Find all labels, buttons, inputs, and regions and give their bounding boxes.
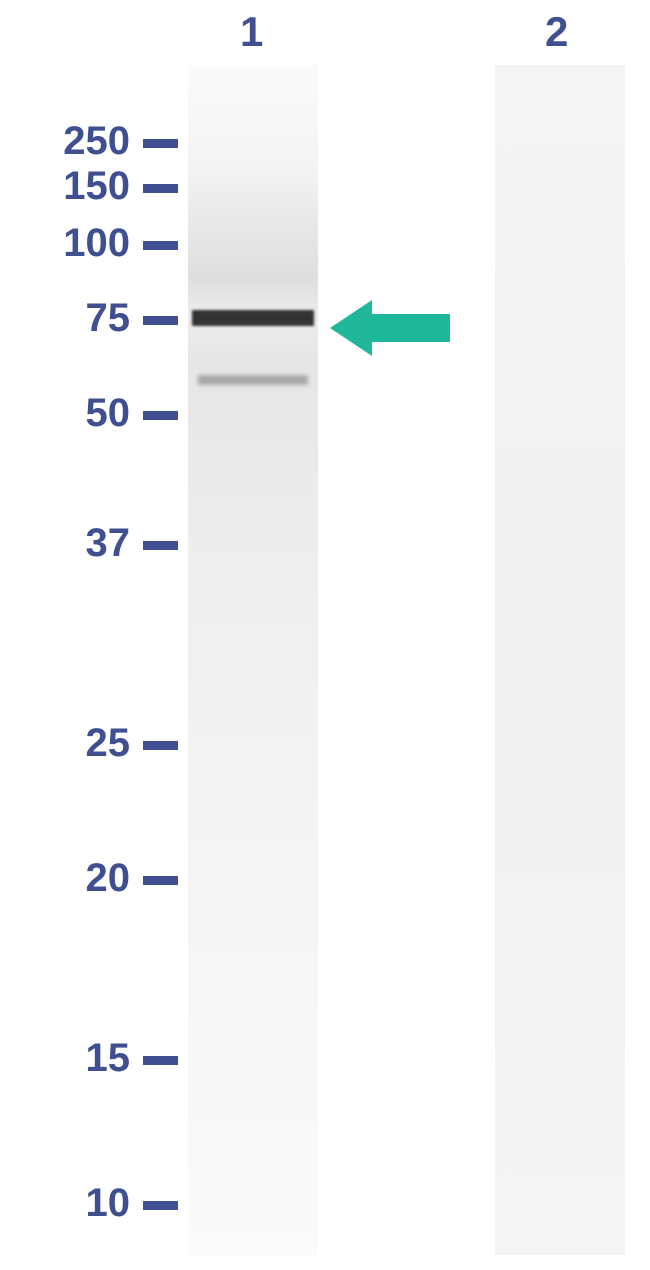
tick-37 <box>143 541 178 550</box>
target-band-arrow <box>330 298 450 358</box>
marker-25: 25 <box>86 721 131 766</box>
marker-15: 15 <box>86 1036 131 1081</box>
marker-37: 37 <box>86 521 131 566</box>
tick-15 <box>143 1056 178 1065</box>
tick-100 <box>143 241 178 250</box>
arrow-polygon <box>330 300 450 356</box>
marker-10: 10 <box>86 1181 131 1226</box>
lane-1 <box>188 65 318 1255</box>
tick-150 <box>143 184 178 193</box>
marker-75: 75 <box>86 296 131 341</box>
marker-100: 100 <box>63 221 130 266</box>
lane-header-2: 2 <box>545 8 568 56</box>
tick-25 <box>143 741 178 750</box>
tick-20 <box>143 876 178 885</box>
lane1-band-main <box>192 310 314 326</box>
tick-10 <box>143 1201 178 1210</box>
marker-50: 50 <box>86 391 131 436</box>
marker-250: 250 <box>63 119 130 164</box>
blot-figure: 1 2 250 150 100 75 50 37 25 20 15 10 <box>0 0 650 1270</box>
lane-2 <box>495 65 625 1255</box>
tick-50 <box>143 411 178 420</box>
arrow-icon <box>330 298 450 358</box>
lane1-band-faint <box>198 375 308 385</box>
marker-150: 150 <box>63 164 130 209</box>
tick-250 <box>143 139 178 148</box>
marker-20: 20 <box>86 856 131 901</box>
tick-75 <box>143 316 178 325</box>
lane-header-1: 1 <box>240 8 263 56</box>
